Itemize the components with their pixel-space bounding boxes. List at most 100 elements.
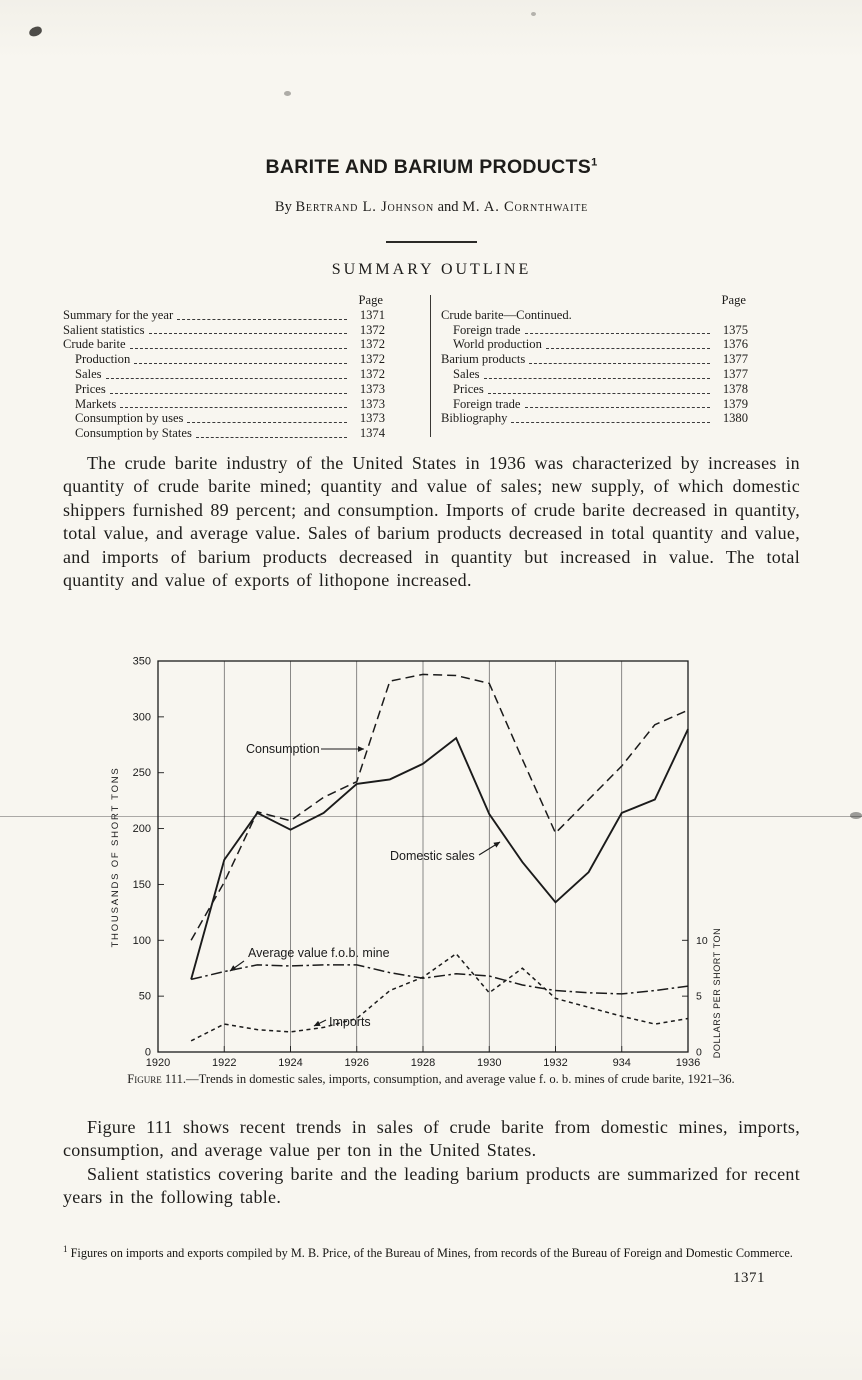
toc-entry-page: 1377 <box>722 366 748 381</box>
toc-entry-page: 1375 <box>722 322 748 337</box>
article-title: BARITE AND BARIUM PRODUCTS1 <box>63 156 800 179</box>
y-right-tick-label: 5 <box>696 991 702 1003</box>
outline-right-column: Page Crude barite—Continued. Foreign trad… <box>441 293 748 426</box>
toc-leader <box>109 392 347 394</box>
page-number: 1371 <box>733 1270 765 1286</box>
article-title-text: BARITE AND BARIUM PRODUCTS <box>265 156 592 178</box>
intro-paragraph: The crude barite industry of the United … <box>63 453 800 591</box>
series-imports <box>190 952 689 1042</box>
footnote-marker: 1 <box>63 1244 68 1254</box>
scan-artifact-blob <box>850 812 862 819</box>
x-tick-label: 1924 <box>278 1057 302 1069</box>
x-tick-label: 1928 <box>411 1057 435 1069</box>
toc-leader <box>483 377 710 379</box>
figure-caption-text: —Trends in domestic sales, imports, cons… <box>186 1072 735 1086</box>
y-left-tick-label: 50 <box>139 991 151 1003</box>
series-domestic-sales <box>190 728 689 980</box>
toc-entry-label: Consumption by uses <box>75 411 184 426</box>
toc-entry-label: Crude barite <box>63 337 126 352</box>
toc-leader <box>195 436 347 438</box>
series-label: Domestic sales <box>390 849 475 863</box>
y-right-tick-label: 10 <box>696 935 708 947</box>
x-tick-label: 1932 <box>543 1057 567 1069</box>
footnote: 1 Figures on imports and exports compile… <box>63 1242 800 1261</box>
figure-caption-label: Figure 111. <box>127 1072 187 1086</box>
toc-entry-label: Barium products <box>441 352 526 367</box>
byline-conjunction: and <box>437 199 459 215</box>
toc-entry-page: 1380 <box>722 411 748 426</box>
y-left-tick-label: 250 <box>133 767 151 779</box>
toc-entry-page: 1373 <box>359 396 385 411</box>
toc-entry-page: 1373 <box>359 381 385 396</box>
scan-speck <box>28 25 43 38</box>
x-tick-label: 1936 <box>676 1057 700 1069</box>
scan-artifact-line <box>0 816 862 817</box>
x-tick-label: 934 <box>613 1057 631 1069</box>
series-label-arrow <box>229 960 245 972</box>
toc-entry-label: Sales <box>453 366 480 381</box>
outline-left-column: Page Summary for the year 1371 Salient sta… <box>63 293 385 441</box>
toc-entry-page: 1372 <box>359 366 385 381</box>
toc-entry-label: Bibliography <box>441 411 508 426</box>
toc-entry-label: Consumption by States <box>75 426 192 441</box>
summary-outline: Page Summary for the year 1371 Salient sta… <box>0 293 862 445</box>
series-label: Consumption <box>246 742 320 756</box>
toc-entry-label: Foreign trade <box>453 322 521 337</box>
toc-entry: Production 1372 <box>63 352 385 367</box>
column-divider <box>430 295 431 437</box>
footnote-text: Figures on imports and exports compiled … <box>70 1246 793 1261</box>
toc-entry-label: World production <box>453 337 542 352</box>
series-label: Imports <box>329 1015 371 1029</box>
toc-leader <box>529 362 710 364</box>
author-name: M. A. Cornthwaite <box>462 199 589 215</box>
toc-leader <box>148 333 347 335</box>
toc-entry-page: 1374 <box>359 426 385 441</box>
toc-leader <box>120 407 347 409</box>
y-left-tick-label: 300 <box>133 711 151 723</box>
toc-entry: Bibliography 1380 <box>441 411 748 426</box>
toc-leader <box>524 407 710 409</box>
scan-speck <box>284 91 291 96</box>
toc-entry: Prices 1373 <box>63 382 385 397</box>
toc-entry: Salient statistics 1372 <box>63 323 385 338</box>
toc-entry-page: 1378 <box>722 381 748 396</box>
page-column-header: Page <box>721 293 746 307</box>
toc-entry: Barium products 1377 <box>441 352 748 367</box>
y-left-tick-label: 150 <box>133 879 151 891</box>
toc-entry: Sales 1377 <box>441 367 748 382</box>
toc-leader <box>524 333 710 335</box>
series-label: Average value f.o.b. mine <box>248 946 390 960</box>
y-right-axis-title: DOLLARS PER SHORT TON <box>712 928 722 1058</box>
series-consumption <box>190 673 689 941</box>
y-right-tick-label: 0 <box>696 1047 702 1059</box>
toc-entry: Crude barite—Continued. <box>441 308 748 323</box>
byline-prefix: By <box>274 199 292 215</box>
toc-entry-label: Foreign trade <box>453 396 521 411</box>
toc-entry-label: Summary for the year <box>63 307 174 322</box>
toc-leader <box>187 422 347 424</box>
toc-entry: Sales 1372 <box>63 367 385 382</box>
toc-entry-page: 1372 <box>359 337 385 352</box>
toc-entry-page: 1371 <box>359 307 385 322</box>
series-label-arrow <box>478 841 501 856</box>
toc-entry: World production 1376 <box>441 337 748 352</box>
title-footnote-ref: 1 <box>591 156 598 169</box>
toc-entry: Consumption by uses 1373 <box>63 411 385 426</box>
toc-entry: Markets 1373 <box>63 397 385 412</box>
toc-entry-label: Prices <box>75 381 106 396</box>
y-left-tick-label: 350 <box>133 656 151 668</box>
toc-entry: Consumption by States 1374 <box>63 426 385 441</box>
series-average-value-f-o-b-mine <box>190 964 689 995</box>
toc-entry-page: 1379 <box>722 396 748 411</box>
figure-reference-paragraph: Figure 111 shows recent trends in sales … <box>63 1117 800 1161</box>
toc-leader <box>545 348 710 350</box>
figure-caption: Figure 111.—Trends in domestic sales, im… <box>98 1072 764 1086</box>
x-tick-label: 1920 <box>146 1057 170 1069</box>
toc-entry-label: Crude barite—Continued. <box>441 307 572 322</box>
toc-entry: Crude barite 1372 <box>63 337 385 352</box>
toc-leader <box>105 377 347 379</box>
x-tick-label: 1926 <box>345 1057 369 1069</box>
toc-leader <box>177 318 347 320</box>
